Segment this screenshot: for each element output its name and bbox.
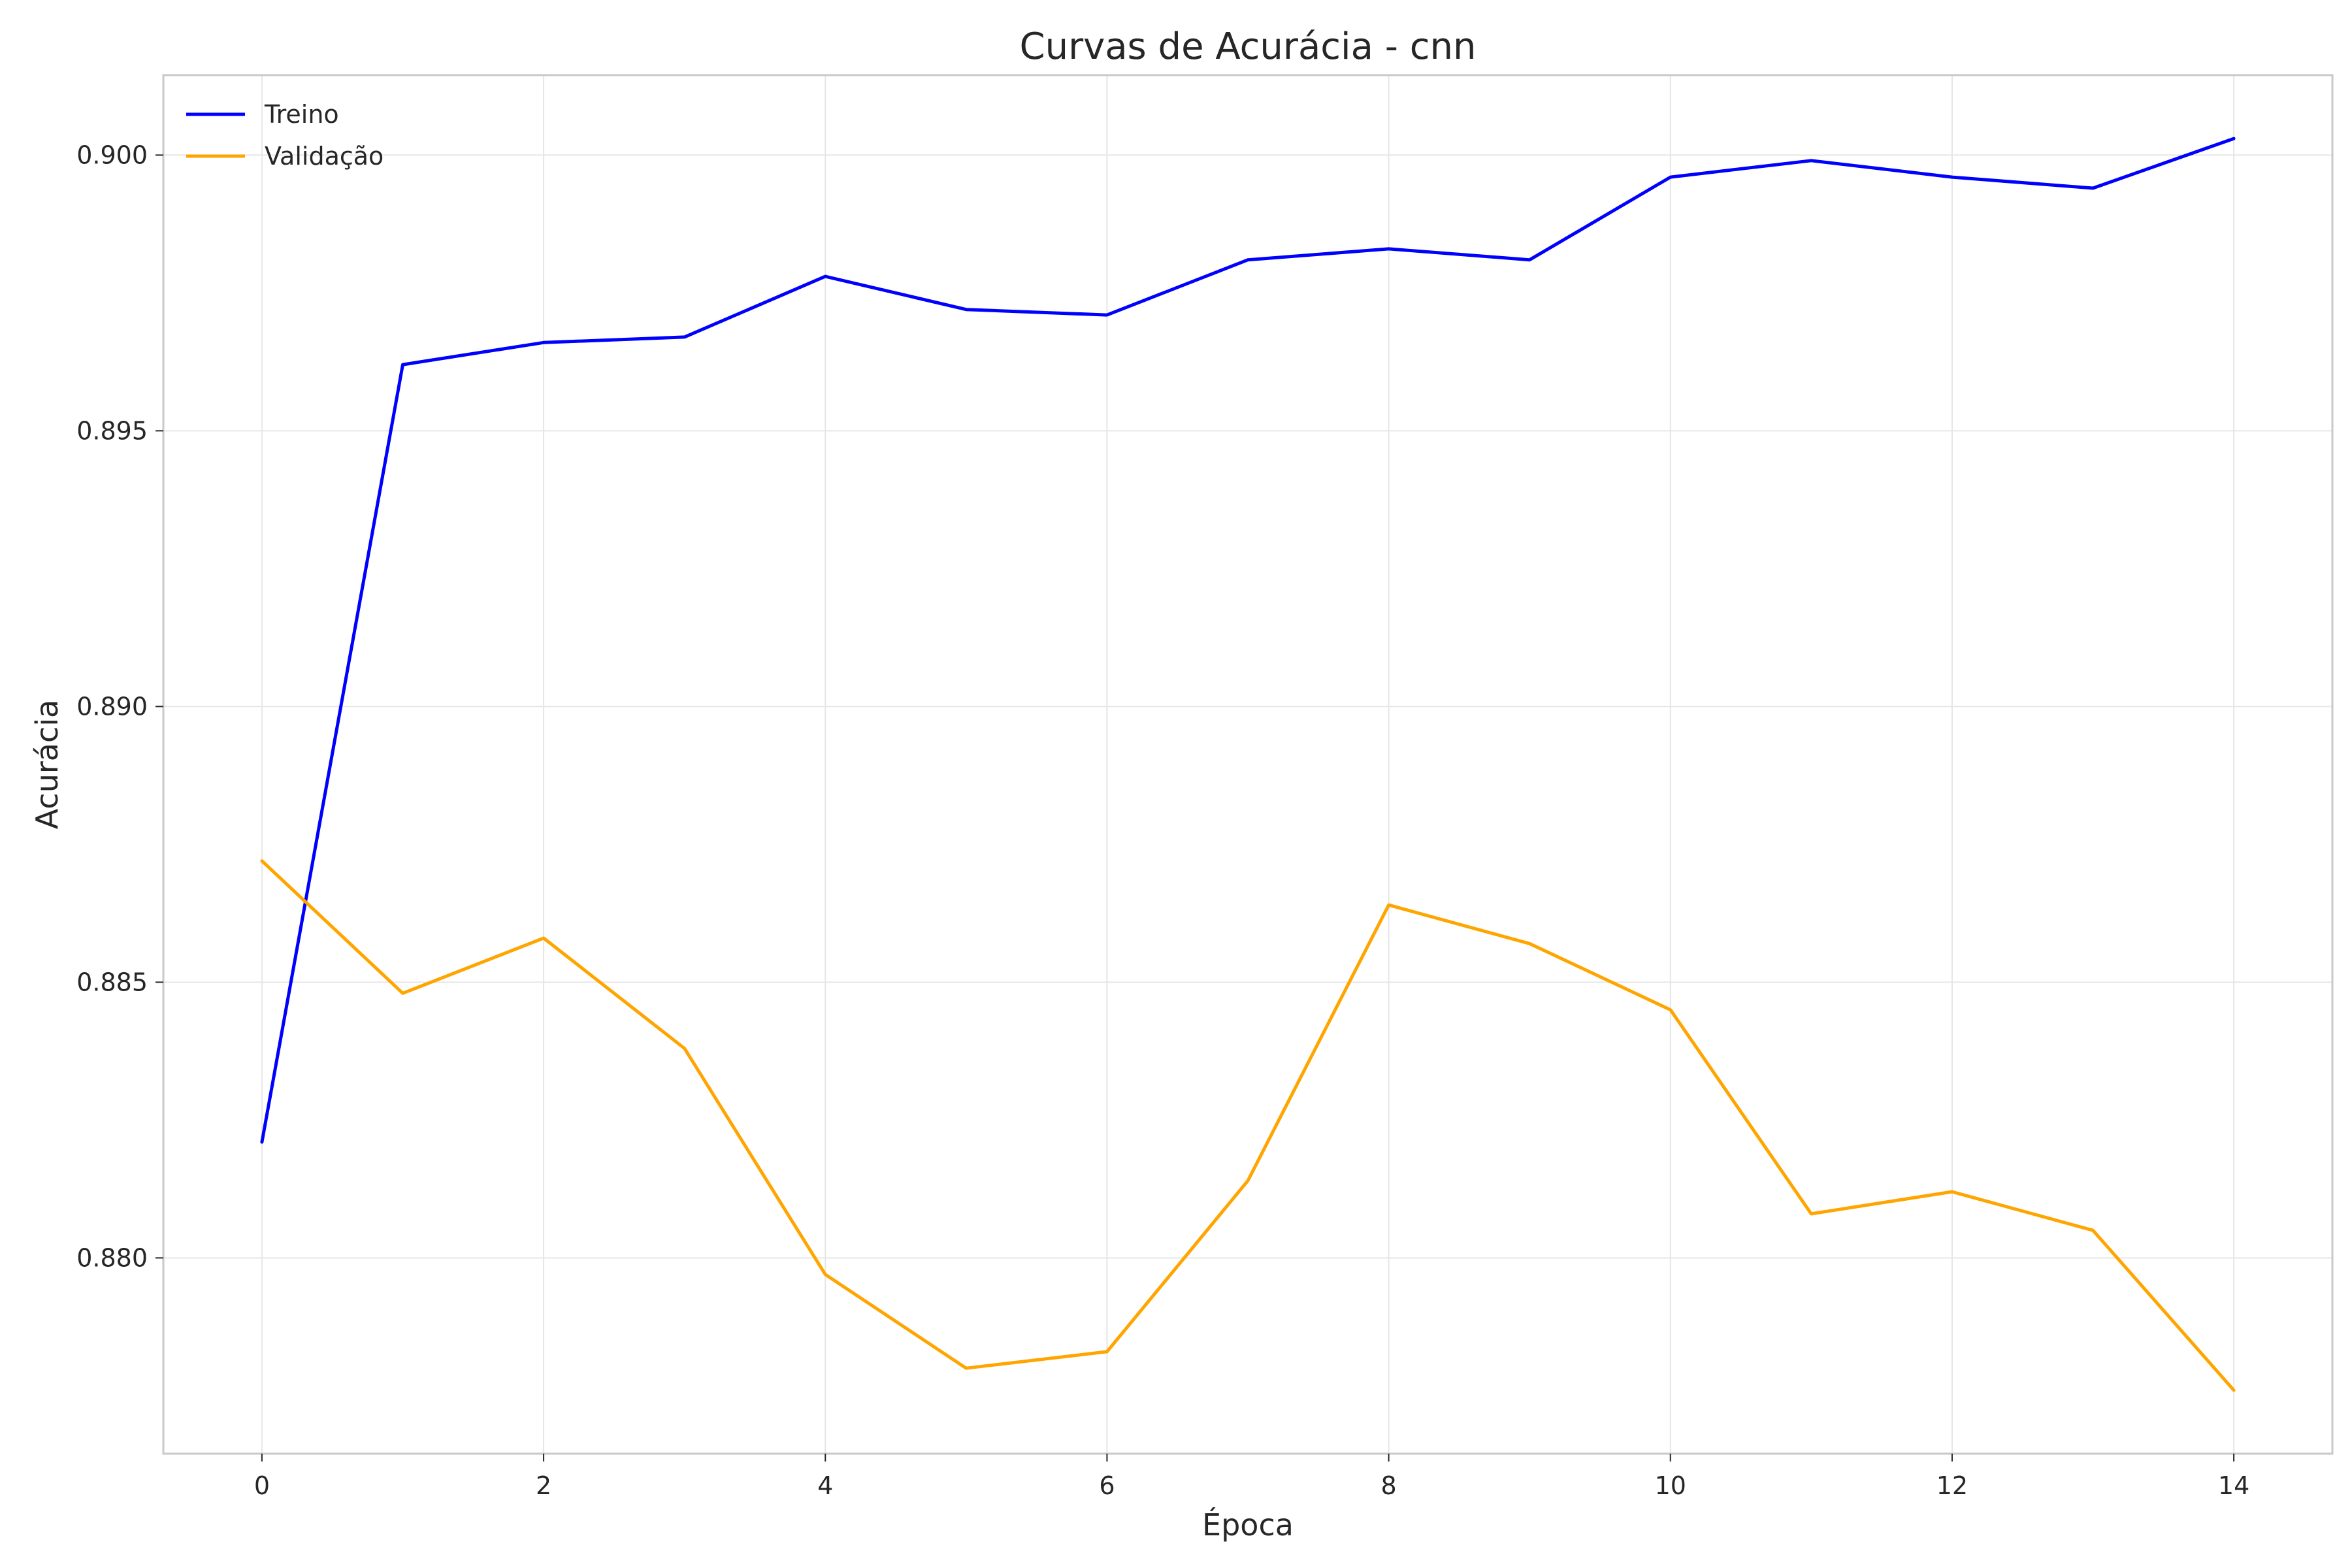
series-layer [260, 137, 2236, 1392]
y-tick-label: 0.895 [76, 416, 148, 445]
series-line-treino [260, 137, 2236, 1144]
x-tick-label: 4 [817, 1471, 833, 1500]
x-axis-ticks: 0 2 4 6 8 10 12 14 [254, 1454, 2249, 1500]
legend: Treino Validação [186, 100, 384, 171]
legend-label-treino: Treino [264, 100, 339, 129]
x-tick-label: 10 [1655, 1471, 1686, 1500]
grid [163, 75, 2332, 1454]
x-tick-label: 0 [254, 1471, 270, 1500]
x-tick-label: 6 [1099, 1471, 1115, 1500]
plot-frame [162, 74, 2334, 1455]
legend-label-validacao: Validação [265, 142, 384, 171]
y-axis-ticks: 0.880 0.885 0.890 0.895 0.900 [76, 140, 163, 1272]
x-tick-label: 14 [2218, 1471, 2249, 1500]
x-tick-label: 8 [1380, 1471, 1396, 1500]
chart-title: Curvas de Acurácia - cnn [1019, 25, 1476, 68]
y-tick-label: 0.885 [76, 968, 148, 996]
y-tick-label: 0.900 [76, 140, 148, 169]
series-line-validacao [260, 859, 2236, 1392]
y-tick-label: 0.880 [76, 1243, 148, 1272]
x-tick-label: 2 [536, 1471, 551, 1500]
y-tick-label: 0.890 [76, 692, 148, 721]
x-axis-label: Época [1202, 1507, 1294, 1543]
y-axis-label: Acurácia [29, 700, 65, 829]
x-tick-label: 12 [1936, 1471, 1968, 1500]
